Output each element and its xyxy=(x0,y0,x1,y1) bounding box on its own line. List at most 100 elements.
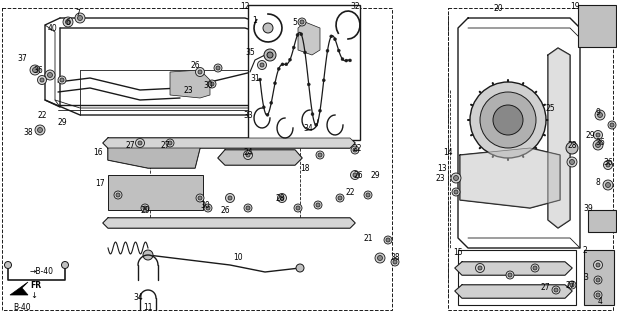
Circle shape xyxy=(244,150,252,159)
Circle shape xyxy=(384,236,392,244)
Circle shape xyxy=(300,20,304,24)
Circle shape xyxy=(315,124,318,126)
Polygon shape xyxy=(10,282,28,295)
Text: 16: 16 xyxy=(93,148,103,156)
Circle shape xyxy=(141,204,149,212)
Text: 34: 34 xyxy=(133,293,143,302)
Circle shape xyxy=(278,194,286,203)
Text: 20: 20 xyxy=(493,4,503,12)
Text: 4: 4 xyxy=(597,298,602,307)
Circle shape xyxy=(552,286,560,294)
Text: 3: 3 xyxy=(584,274,589,283)
Text: 36: 36 xyxy=(33,66,43,75)
Circle shape xyxy=(569,159,574,164)
Text: 17: 17 xyxy=(95,179,105,188)
Circle shape xyxy=(322,79,325,82)
Bar xyxy=(584,250,614,305)
Text: 33: 33 xyxy=(243,110,253,119)
Circle shape xyxy=(58,76,66,84)
Circle shape xyxy=(594,260,602,269)
Circle shape xyxy=(300,33,303,36)
Text: 27: 27 xyxy=(160,140,170,149)
Circle shape xyxy=(260,63,264,67)
Text: 23: 23 xyxy=(435,173,445,182)
Circle shape xyxy=(349,59,352,62)
Bar xyxy=(248,5,360,140)
Text: 26: 26 xyxy=(220,205,230,214)
Text: 38: 38 xyxy=(390,253,400,262)
Circle shape xyxy=(597,113,602,117)
Circle shape xyxy=(596,133,600,137)
Circle shape xyxy=(391,258,399,266)
Circle shape xyxy=(266,113,269,116)
Circle shape xyxy=(567,157,577,167)
Circle shape xyxy=(298,18,306,26)
Circle shape xyxy=(566,142,578,154)
Circle shape xyxy=(337,49,340,52)
Circle shape xyxy=(453,175,458,180)
Text: 27: 27 xyxy=(540,284,550,292)
Circle shape xyxy=(75,13,85,23)
Circle shape xyxy=(393,260,397,264)
Text: 36: 36 xyxy=(603,157,613,166)
Text: 24: 24 xyxy=(243,148,253,156)
Circle shape xyxy=(33,68,38,73)
Bar xyxy=(2,8,392,310)
Circle shape xyxy=(386,238,390,242)
Circle shape xyxy=(596,293,600,297)
Circle shape xyxy=(292,46,296,49)
Polygon shape xyxy=(103,138,355,148)
Circle shape xyxy=(605,182,610,188)
Circle shape xyxy=(263,23,273,33)
Text: 34: 34 xyxy=(303,124,313,132)
Text: 27: 27 xyxy=(565,281,575,290)
Circle shape xyxy=(568,281,576,289)
Circle shape xyxy=(38,127,43,132)
Circle shape xyxy=(606,163,610,167)
Text: 15: 15 xyxy=(453,247,463,257)
Text: 26: 26 xyxy=(190,60,200,69)
Circle shape xyxy=(554,288,558,292)
Polygon shape xyxy=(108,140,200,168)
Text: B-40: B-40 xyxy=(13,303,31,313)
Text: 6: 6 xyxy=(65,18,70,27)
Circle shape xyxy=(78,15,83,20)
Circle shape xyxy=(62,261,68,268)
Circle shape xyxy=(318,109,321,112)
Circle shape xyxy=(508,273,512,277)
Circle shape xyxy=(533,266,537,270)
Text: 5: 5 xyxy=(292,18,297,27)
Polygon shape xyxy=(103,218,355,228)
Circle shape xyxy=(114,191,122,199)
Circle shape xyxy=(470,82,546,158)
Bar xyxy=(578,5,616,47)
Circle shape xyxy=(116,193,120,197)
Bar xyxy=(448,8,613,310)
Circle shape xyxy=(318,153,322,157)
Text: 36: 36 xyxy=(595,138,605,147)
Circle shape xyxy=(38,76,46,84)
Text: 40: 40 xyxy=(47,23,57,33)
Circle shape xyxy=(285,63,288,66)
Circle shape xyxy=(60,78,64,82)
Circle shape xyxy=(204,204,212,212)
Circle shape xyxy=(593,140,603,150)
Circle shape xyxy=(336,194,344,202)
Circle shape xyxy=(451,173,461,183)
Circle shape xyxy=(48,73,52,77)
Circle shape xyxy=(138,141,142,145)
Text: 31: 31 xyxy=(250,74,260,83)
Text: 21: 21 xyxy=(363,234,373,243)
Circle shape xyxy=(345,59,348,62)
Circle shape xyxy=(596,278,600,282)
Text: 22: 22 xyxy=(352,143,362,153)
Circle shape xyxy=(366,193,370,197)
Text: 13: 13 xyxy=(437,164,447,172)
Text: FR: FR xyxy=(30,281,41,290)
Circle shape xyxy=(262,106,265,109)
Circle shape xyxy=(296,34,299,36)
Text: 29: 29 xyxy=(370,171,380,180)
Text: 39: 39 xyxy=(583,204,593,212)
Text: 28: 28 xyxy=(567,140,577,149)
Circle shape xyxy=(277,67,280,70)
